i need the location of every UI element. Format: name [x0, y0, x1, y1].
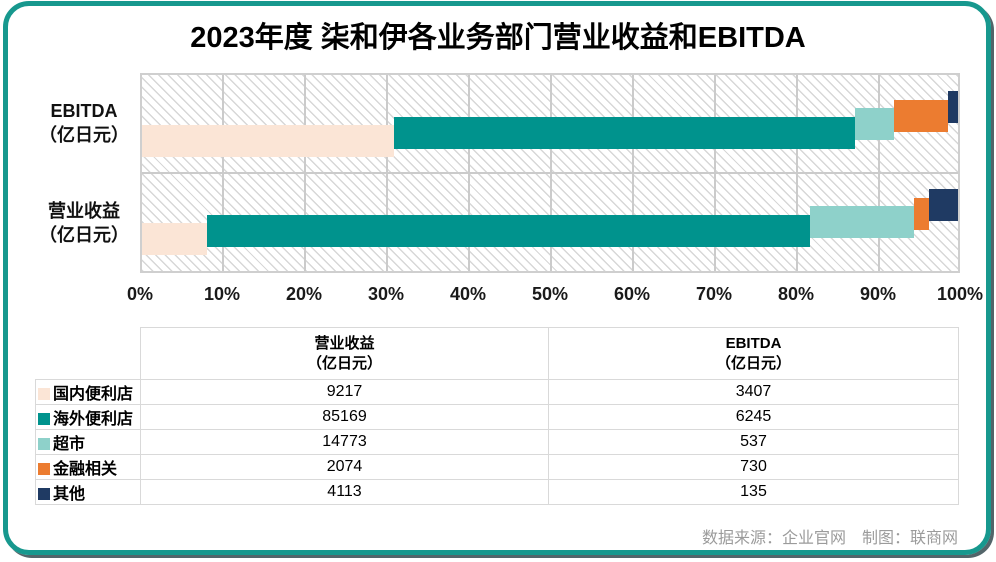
table-header-row: 营业收益 （亿日元） EBITDA （亿日元）: [36, 327, 959, 380]
color-swatch: [38, 413, 50, 425]
header-line: （亿日元）: [715, 354, 791, 372]
table-row: 金融相关 2074 730: [35, 454, 959, 480]
x-tick-label: 50%: [531, 284, 569, 304]
row-label-financial: 金融相关: [35, 454, 141, 480]
row-label-overseas-cvs: 海外便利店: [35, 404, 141, 430]
color-swatch: [38, 388, 50, 400]
table-cell: 2074: [140, 454, 549, 480]
header-line: EBITDA: [725, 335, 782, 352]
bar-segment-5: [948, 91, 958, 123]
row-label-supermarket: 超市: [35, 429, 141, 455]
header-line: （亿日元）: [306, 354, 382, 372]
table-header-revenue: 营业收益 （亿日元）: [140, 327, 549, 380]
table-cell: 4113: [140, 479, 549, 505]
bar-ebitda: [142, 75, 958, 175]
header-line: 营业收益: [314, 335, 375, 352]
table-cell: 730: [548, 454, 959, 480]
table-header-ebitda: EBITDA （亿日元）: [548, 327, 959, 380]
x-axis: 0% 10% 20% 30% 40% 50% 60% 70% 80% 90% 100%: [127, 284, 983, 310]
color-swatch: [38, 463, 50, 475]
table-cell: 9217: [140, 379, 549, 405]
table-row: 超市 14773 537: [35, 429, 959, 455]
source-note: 数据来源：企业官网 制图：联商网: [701, 530, 958, 547]
table-row: 国内便利店 9217 3407: [35, 379, 959, 405]
bar-segment-5: [928, 189, 958, 221]
x-tick-label: 40%: [449, 284, 487, 304]
row-label-text: 金融相关: [53, 461, 118, 478]
x-tick-label: 90%: [859, 284, 897, 304]
x-tick-label: 70%: [695, 284, 733, 304]
bar-segment-1: [142, 223, 208, 255]
x-tick-label: 20%: [285, 284, 323, 304]
table-cell: 135: [548, 479, 959, 505]
y-axis-label-revenue: 营业收益 （亿日元）: [28, 173, 140, 273]
bar-chart-plot: [140, 73, 960, 273]
x-tick-label: 10%: [203, 284, 241, 304]
x-tick-label: 30%: [367, 284, 405, 304]
bar-segment-3: [809, 206, 915, 238]
x-tick-label: 0%: [126, 284, 154, 304]
bar-segment-2: [393, 116, 855, 149]
y-axis: EBITDA （亿日元） 营业收益 （亿日元）: [28, 73, 140, 273]
y-axis-label-unit: （亿日元）: [39, 225, 129, 245]
y-axis-label-line: 营业收益: [48, 200, 120, 221]
bar-segment-4: [914, 197, 929, 230]
row-label-text: 国内便利店: [53, 386, 134, 403]
color-swatch: [38, 438, 50, 450]
data-table: 营业收益 （亿日元） EBITDA （亿日元） 国内便利店 9217 3407 …: [35, 327, 959, 505]
bar-segment-3: [854, 108, 895, 140]
table-cell: 3407: [548, 379, 959, 405]
category-divider-line: [142, 172, 958, 174]
table-cell: 14773: [140, 429, 549, 455]
table-row: 其他 4113 135: [35, 479, 959, 505]
table-cell: 85169: [140, 404, 549, 430]
x-tick-label: 60%: [613, 284, 651, 304]
table-cell: 537: [548, 429, 959, 455]
y-axis-label-unit: （亿日元）: [39, 125, 129, 145]
bar-segment-4: [894, 99, 949, 132]
bar-revenue: [142, 173, 958, 273]
table-row: 海外便利店 85169 6245: [35, 404, 959, 430]
row-label-text: 海外便利店: [53, 411, 134, 428]
x-tick-label: 80%: [777, 284, 815, 304]
bar-segment-1: [142, 125, 394, 157]
y-axis-label-line: EBITDA: [50, 100, 118, 121]
row-label-text: 其他: [53, 486, 86, 503]
table-cell: 6245: [548, 404, 959, 430]
x-tick-label: 100%: [936, 284, 984, 304]
color-swatch: [38, 488, 50, 500]
y-axis-label-ebitda: EBITDA （亿日元）: [28, 73, 140, 173]
bar-segment-2: [207, 214, 810, 247]
row-label-domestic-cvs: 国内便利店: [35, 379, 141, 405]
row-label-text: 超市: [53, 436, 86, 453]
chart-title: 2023年度 柒和伊各业务部门营业收益和EBITDA: [190, 22, 806, 54]
row-label-others: 其他: [35, 479, 141, 505]
table-corner-cell: [36, 328, 141, 380]
